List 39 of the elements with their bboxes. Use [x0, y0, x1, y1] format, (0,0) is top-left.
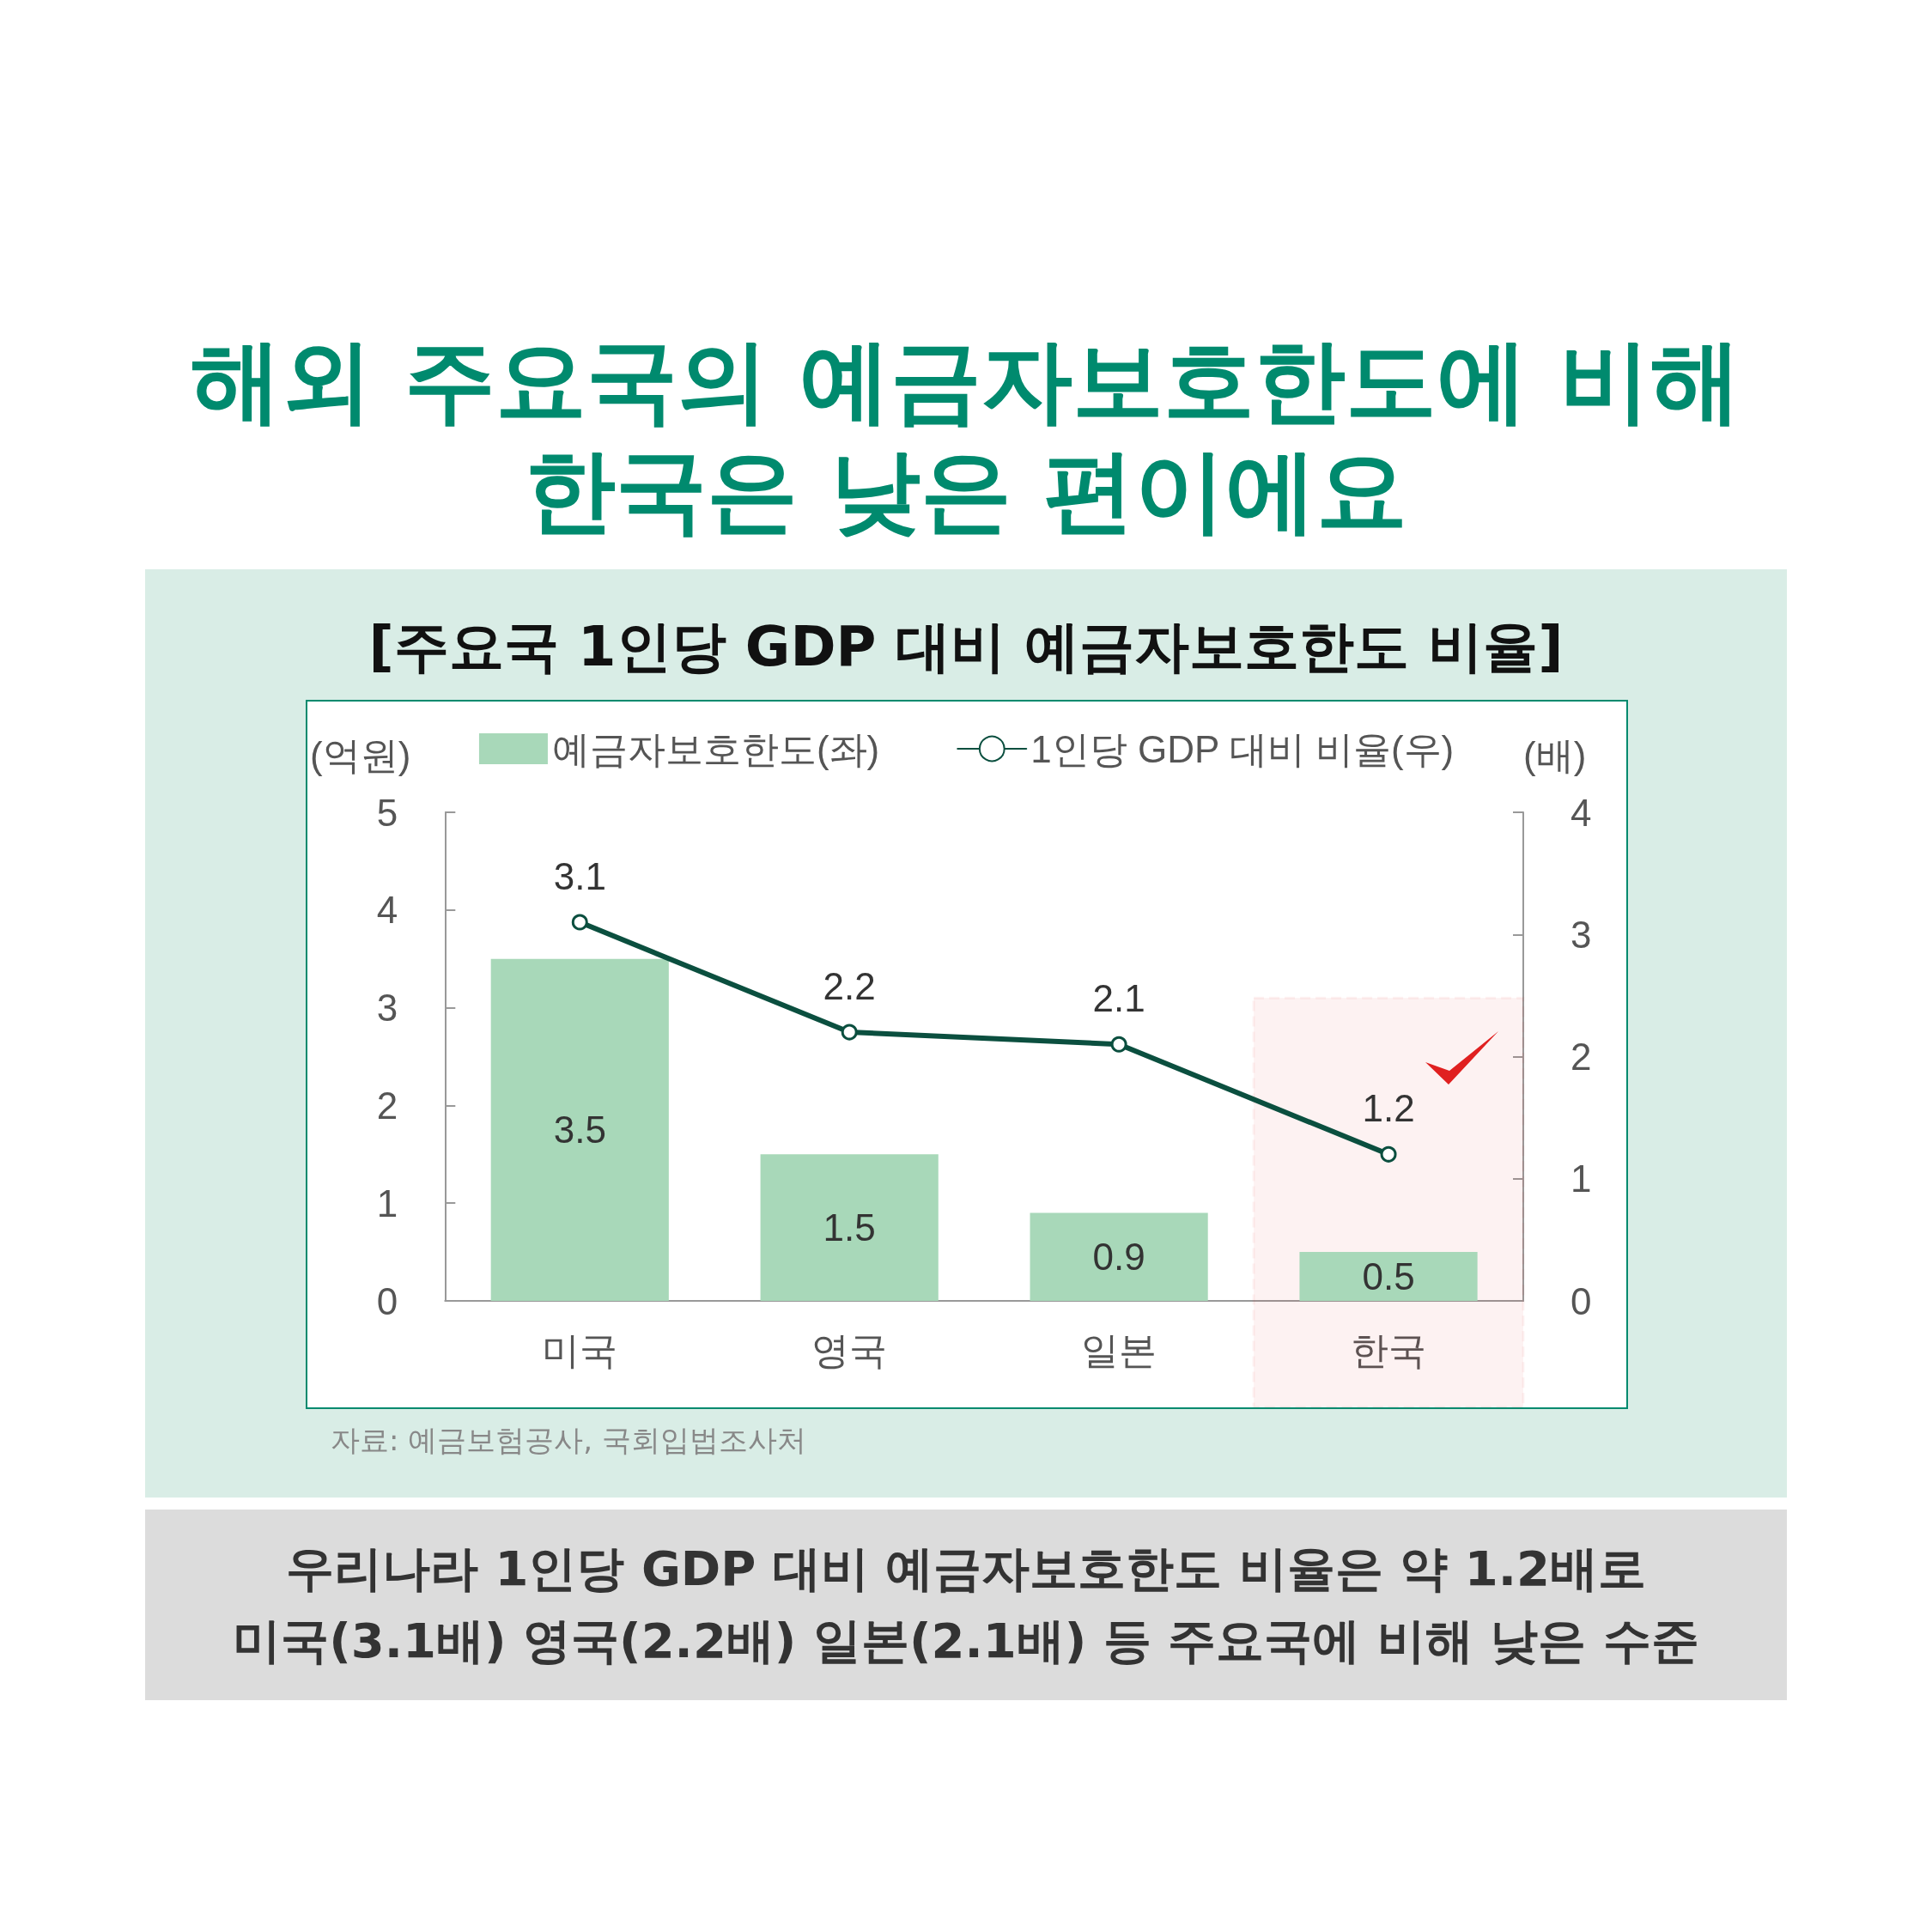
chart-title: 해외 주요국의 예금자보호한도에 비해 한국은 낮은 편이에요: [189, 327, 1743, 545]
bar: [1030, 1212, 1208, 1301]
x-tick-label: 영국: [811, 1328, 888, 1371]
data-label: 3.5: [553, 1109, 606, 1151]
x-tick-label: 미국: [542, 1328, 618, 1371]
data-label: 2.1: [1092, 977, 1145, 1020]
text: 우리나라 1인당 GDP 대비 예금자보호한도 비율은 약 1.2배로 미국(3.1배) 영국(2.2배) 일본(2.1배) 등 주요국에 비해 낮은 수준: [145, 1510, 1787, 1700]
y2-tick-label: 4: [1571, 791, 1592, 834]
y2-axis-title: (배): [1523, 733, 1587, 776]
x-tick-label: 일본: [1081, 1328, 1157, 1371]
y-tick-label: 5: [376, 791, 398, 834]
point: [841, 1024, 858, 1041]
y-tick-label: 0: [376, 1279, 398, 1322]
point: [571, 914, 588, 931]
text: 자료: 예금보험공사, 국회입법조사처: [331, 1422, 806, 1459]
y-tick-label: 3: [376, 987, 398, 1030]
y-tick-label: 1: [376, 1182, 398, 1224]
x-tick-label: 한국: [1351, 1328, 1427, 1371]
data-label: 3.1: [553, 855, 606, 898]
bar: [490, 958, 669, 1301]
data-label: 1.2: [1362, 1087, 1415, 1130]
bar: [1299, 1252, 1478, 1301]
y-tick-label: 4: [376, 889, 398, 932]
legend-label: 예금자보호한도(좌): [551, 727, 880, 770]
y-axis-title: (억원): [309, 733, 411, 776]
y2-tick-label: 1: [1571, 1157, 1592, 1200]
point: [1110, 1036, 1127, 1053]
chart-subtitle: [주요국 1인당 GDP 대비 예금자보호한도 비율]: [368, 614, 1564, 680]
data-label: 0.5: [1362, 1255, 1415, 1298]
y2-tick-label: 3: [1571, 913, 1592, 956]
legend-label: 1인당 GDP 대비 비율(우): [1030, 727, 1455, 770]
data-label: 0.9: [1092, 1236, 1145, 1279]
bar: [760, 1154, 939, 1301]
data-label: 1.5: [823, 1206, 876, 1249]
y2-tick-label: 0: [1571, 1279, 1592, 1322]
data-label: 2.2: [823, 965, 876, 1008]
y-tick-label: 2: [376, 1084, 398, 1127]
point: [1380, 1145, 1397, 1163]
y2-tick-label: 2: [1571, 1036, 1592, 1078]
